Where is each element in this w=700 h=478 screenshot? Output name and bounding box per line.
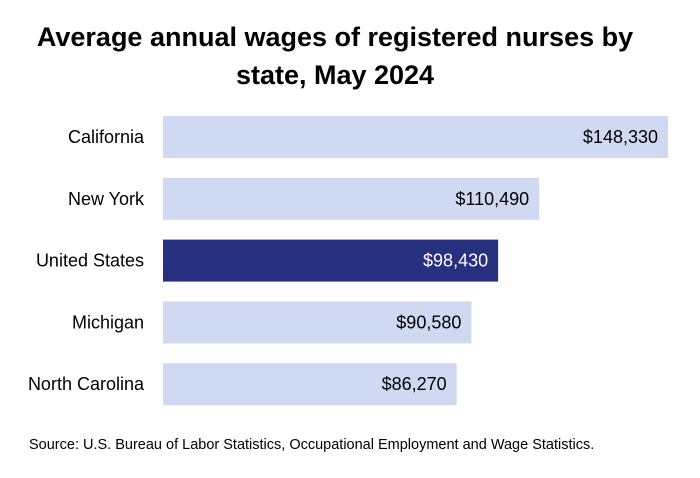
bar-new-york [163, 177, 540, 220]
chart-title: Average annual wages of registered nurse… [36, 22, 634, 90]
value-label: $86,270 [382, 374, 447, 394]
value-label: $148,330 [583, 127, 658, 147]
category-label: Michigan [72, 312, 144, 332]
bar-california [163, 116, 668, 158]
category-label: California [68, 127, 145, 147]
bar-michigan [163, 301, 472, 344]
category-label: New York [68, 189, 145, 209]
bar-united-states [163, 239, 499, 282]
value-label: $110,490 [455, 189, 529, 209]
bar-north-carolina [163, 363, 457, 406]
bar-chart: California $148,330 New York $110,490 United… [28, 116, 668, 406]
value-label: $90,580 [396, 312, 461, 332]
category-label: North Carolina [28, 374, 145, 394]
category-label: United States [36, 251, 144, 271]
source-note: Source: U.S. Bureau of Labor Statistics,… [29, 437, 595, 453]
value-label: $98,430 [423, 251, 488, 271]
